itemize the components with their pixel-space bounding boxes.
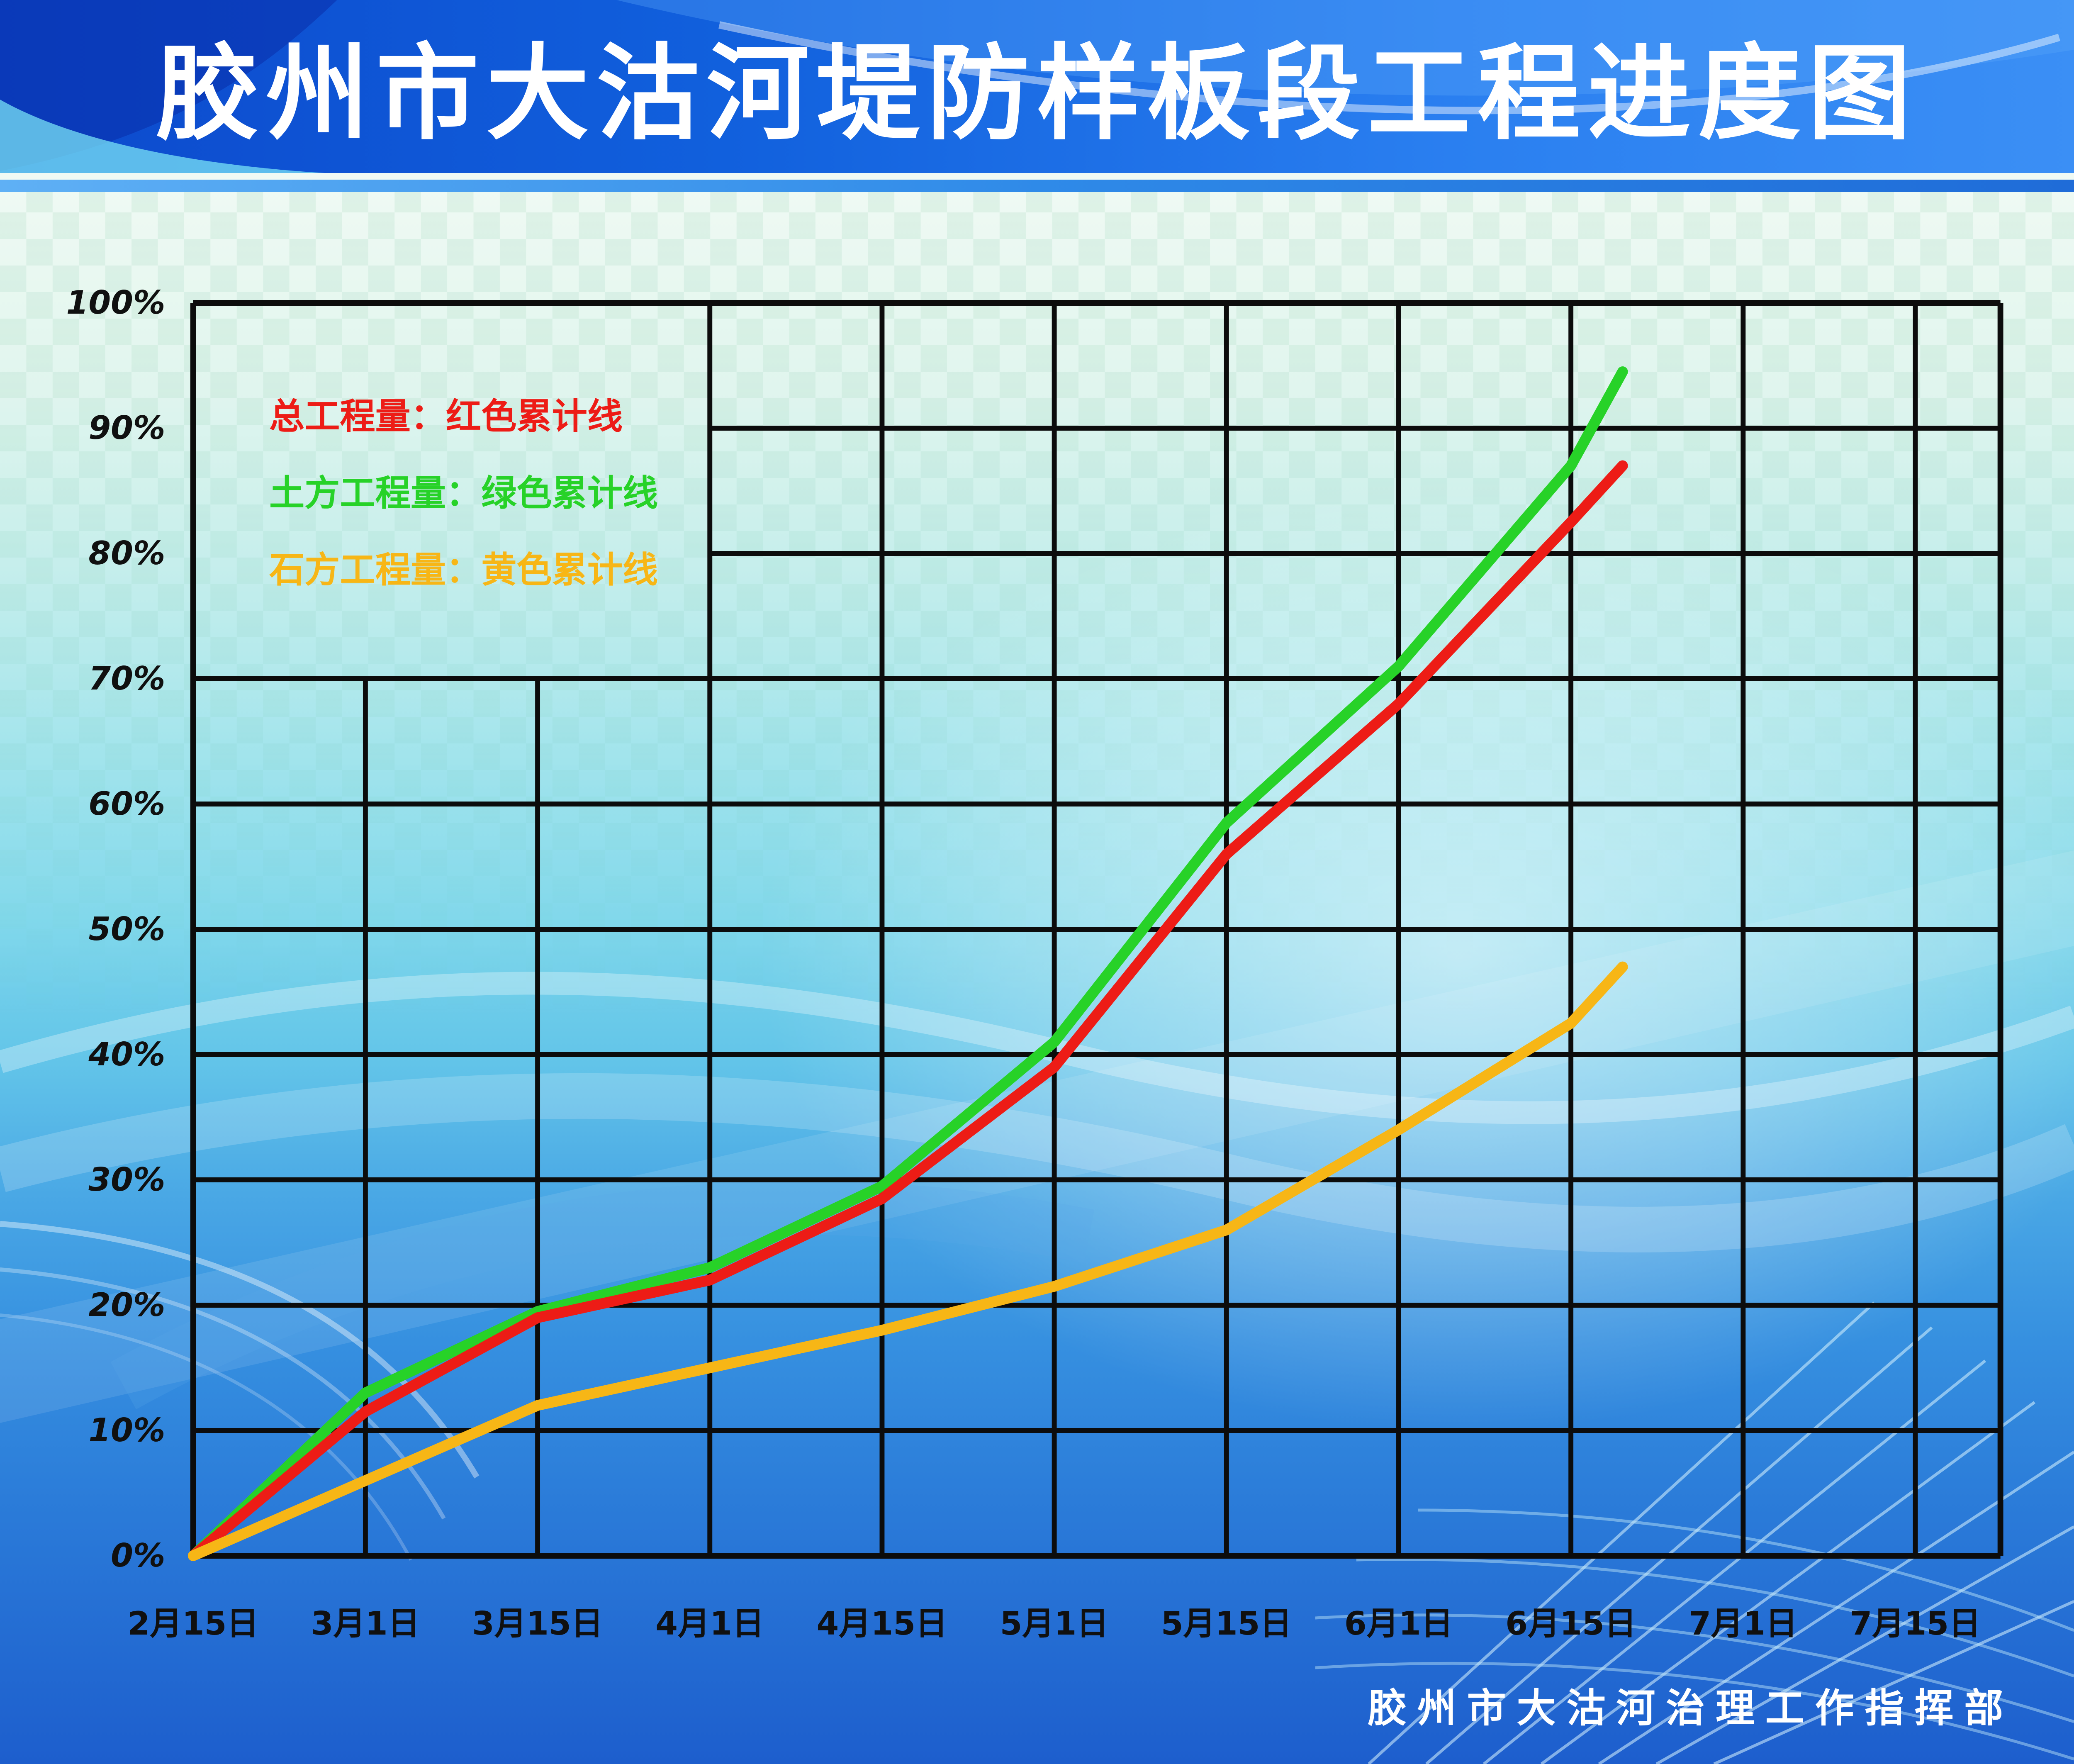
y-axis-label: 90% (88, 409, 165, 447)
banner-white-arc (718, 21, 2060, 115)
x-axis-label: 3月15日 (472, 1605, 603, 1642)
x-axis-labels: 2月15日 3月1日 3月15日 4月1日 4月15日 5月1日 5月15日 6月1日 6月15… (128, 1605, 1981, 1642)
x-axis-label: 7月1日 (1689, 1605, 1797, 1642)
y-axis-label: 80% (88, 535, 165, 572)
y-axis-label: 50% (88, 911, 165, 948)
x-axis-label: 3月1日 (311, 1605, 420, 1642)
page-title: 胶州市大沽河堤防样板段工程进度图 (156, 33, 1918, 154)
y-axis-labels: 0% 10% 20% 30% 40% 50% 60% 70% 80% 90% 100% (66, 284, 166, 1574)
y-axis-label: 70% (88, 660, 165, 697)
x-axis-label: 4月15日 (817, 1605, 948, 1642)
x-axis-label: 7月15日 (1850, 1605, 1981, 1642)
y-axis-label: 60% (88, 785, 165, 823)
y-axis-label: 100% (66, 284, 166, 322)
x-axis-label: 6月1日 (1344, 1605, 1453, 1642)
x-axis-label: 5月1日 (1000, 1605, 1109, 1642)
banner-cyan-wedge (0, 100, 325, 173)
footer-credit: 胶州市大沽河治理工作指挥部 (1368, 1686, 2014, 1732)
x-axis-label: 6月15日 (1505, 1605, 1636, 1642)
y-axis-label: 30% (88, 1161, 165, 1199)
background-glow (760, 477, 2074, 1431)
series-lines (187, 366, 1628, 1561)
banner-dark-diagonal (0, 0, 337, 171)
progress-chart: 0% 10% 20% 30% 40% 50% 60% 70% 80% 90% 100% 2月15日 3… (66, 284, 2003, 1642)
x-axis-label: 2月15日 (128, 1605, 259, 1642)
y-axis-label: 20% (88, 1286, 165, 1324)
title-banner: 胶州市大沽河堤防样板段工程进度图 (0, 0, 2074, 173)
x-axis-label: 4月1日 (655, 1605, 764, 1642)
legend-item-total: 总工程量：红色累计线 (269, 396, 623, 437)
legend-item-stonework: 石方工程量：黄色累计线 (269, 550, 658, 591)
y-axis-label: 40% (88, 1036, 165, 1073)
x-axis-label: 5月15日 (1161, 1605, 1292, 1642)
chart-legend: 总工程量：红色累计线 土方工程量：绿色累计线 石方工程量：黄色累计线 (269, 396, 658, 591)
separator-strip-white (0, 173, 2074, 180)
vertical-gridlines (190, 303, 2003, 1556)
yellow-series-line (187, 961, 1628, 1561)
legend-item-earthwork: 土方工程量：绿色累计线 (269, 473, 658, 514)
banner-sky-swoosh (616, 0, 2074, 96)
y-axis-label: 10% (88, 1412, 165, 1449)
y-axis-label: 0% (111, 1537, 165, 1574)
red-series-line (187, 460, 1628, 1561)
horizontal-gridlines (193, 300, 2001, 1559)
green-series-line (187, 366, 1628, 1561)
separator-strip-blue (0, 180, 2074, 192)
